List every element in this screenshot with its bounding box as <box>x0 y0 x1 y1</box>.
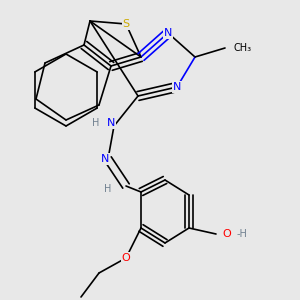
Text: S: S <box>122 19 130 29</box>
Text: O: O <box>122 253 130 263</box>
Text: N: N <box>107 118 115 128</box>
Text: H: H <box>103 184 111 194</box>
Text: CH₃: CH₃ <box>234 43 252 53</box>
Text: -H: -H <box>237 229 248 239</box>
Text: N: N <box>164 28 172 38</box>
Text: N: N <box>101 154 109 164</box>
Text: O: O <box>222 229 231 239</box>
Text: H: H <box>92 118 99 128</box>
Text: N: N <box>173 82 181 92</box>
